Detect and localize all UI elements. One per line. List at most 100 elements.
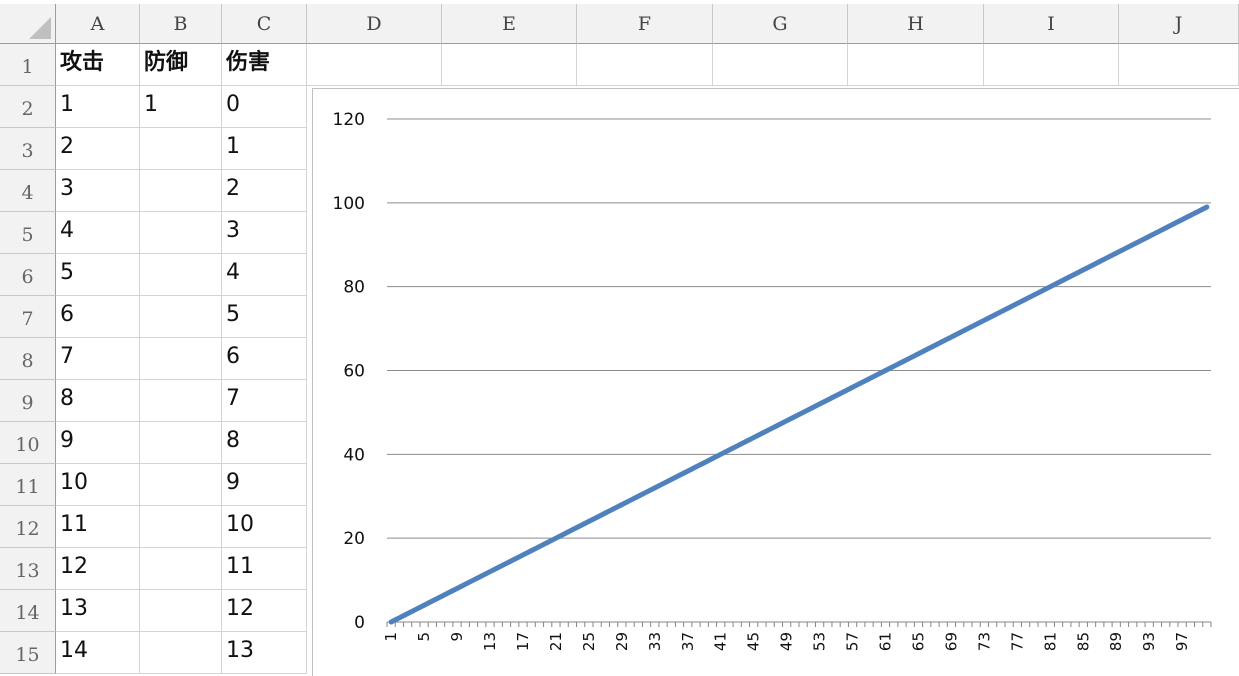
cell-B5[interactable] [140, 212, 222, 254]
cell-C9[interactable]: 7 [222, 380, 307, 422]
column-header-I[interactable]: I [984, 4, 1119, 44]
cell-A1[interactable]: 攻击 [56, 44, 140, 86]
cell-B1[interactable]: 防御 [140, 44, 222, 86]
column-header-C[interactable]: C [222, 4, 307, 44]
cell-C10[interactable]: 8 [222, 422, 307, 464]
cell-A5[interactable]: 4 [56, 212, 140, 254]
cell-A6[interactable]: 5 [56, 254, 140, 296]
cell-value: 13 [60, 596, 88, 621]
cell-C5[interactable]: 3 [222, 212, 307, 254]
cell-B7[interactable] [140, 296, 222, 338]
cell-C3[interactable]: 1 [222, 128, 307, 170]
cell-value: 12 [226, 596, 254, 621]
x-tick-label: 81 [1041, 632, 1059, 651]
x-tick-label: 85 [1074, 632, 1092, 651]
cell-B9[interactable] [140, 380, 222, 422]
cell-value: 6 [60, 302, 74, 327]
cell-C14[interactable]: 12 [222, 590, 307, 632]
cell-E1[interactable] [442, 44, 577, 86]
y-tick-label: 80 [343, 278, 365, 298]
cell-value: 1 [60, 92, 74, 117]
row-header-12[interactable]: 12 [0, 506, 56, 548]
chart-canvas: 0 20 40 60 80 100 120 1 5 9 13 17 21 25 29 33 37 41 45 49 53… [333, 110, 1212, 651]
row-header-6[interactable]: 6 [0, 254, 56, 296]
row-header-11[interactable]: 11 [0, 464, 56, 506]
cell-B14[interactable] [140, 590, 222, 632]
column-header-A[interactable]: A [56, 4, 140, 44]
row-header-8[interactable]: 8 [0, 338, 56, 380]
cell-value: 0 [226, 92, 240, 117]
cell-A7[interactable]: 6 [56, 296, 140, 338]
column-header-E[interactable]: E [442, 4, 577, 44]
cell-value: 11 [60, 512, 88, 537]
cell-C4[interactable]: 2 [222, 170, 307, 212]
cell-D1[interactable] [307, 44, 442, 86]
cell-C12[interactable]: 10 [222, 506, 307, 548]
row-header-13[interactable]: 13 [0, 548, 56, 590]
cell-value: 3 [226, 218, 240, 243]
cell-C13[interactable]: 11 [222, 548, 307, 590]
cell-C15[interactable]: 13 [222, 632, 307, 674]
cell-B11[interactable] [140, 464, 222, 506]
cell-value: 2 [226, 176, 240, 201]
cell-B13[interactable] [140, 548, 222, 590]
cell-A15[interactable]: 14 [56, 632, 140, 674]
cell-A2[interactable]: 1 [56, 86, 140, 128]
cell-A12[interactable]: 11 [56, 506, 140, 548]
cell-H1[interactable] [848, 44, 984, 86]
cell-A9[interactable]: 8 [56, 380, 140, 422]
cell-I1[interactable] [984, 44, 1119, 86]
column-header-B[interactable]: B [140, 4, 222, 44]
row-header-14[interactable]: 14 [0, 590, 56, 632]
cell-A3[interactable]: 2 [56, 128, 140, 170]
series-line[interactable] [388, 204, 1210, 625]
y-tick-label: 40 [343, 445, 365, 465]
cell-C7[interactable]: 5 [222, 296, 307, 338]
cell-value: 9 [60, 428, 74, 453]
cell-J1[interactable] [1119, 44, 1239, 86]
cell-B12[interactable] [140, 506, 222, 548]
x-tick-label: 29 [613, 632, 631, 651]
column-header-H[interactable]: H [848, 4, 984, 44]
cell-C11[interactable]: 9 [222, 464, 307, 506]
row-header-3[interactable]: 3 [0, 128, 56, 170]
column-header-D[interactable]: D [307, 4, 442, 44]
cell-B10[interactable] [140, 422, 222, 464]
row-header-10[interactable]: 10 [0, 422, 56, 464]
row-header-2[interactable]: 2 [0, 86, 56, 128]
cell-A10[interactable]: 9 [56, 422, 140, 464]
cell-A4[interactable]: 3 [56, 170, 140, 212]
row-header-7[interactable]: 7 [0, 296, 56, 338]
row-header-9[interactable]: 9 [0, 380, 56, 422]
cell-B15[interactable] [140, 632, 222, 674]
cell-C8[interactable]: 6 [222, 338, 307, 380]
cell-C6[interactable]: 4 [222, 254, 307, 296]
column-header-J[interactable]: J [1119, 4, 1239, 44]
column-header-G[interactable]: G [713, 4, 848, 44]
cell-A14[interactable]: 13 [56, 590, 140, 632]
x-tick-label: 1 [382, 632, 400, 642]
row-header-5[interactable]: 5 [0, 212, 56, 254]
x-tick-label: 13 [481, 632, 499, 651]
row-header-15[interactable]: 15 [0, 632, 56, 674]
cell-B4[interactable] [140, 170, 222, 212]
cell-A11[interactable]: 10 [56, 464, 140, 506]
cell-A8[interactable]: 7 [56, 338, 140, 380]
cell-C1[interactable]: 伤害 [222, 44, 307, 86]
row-header-1[interactable]: 1 [0, 44, 56, 86]
row-header-4[interactable]: 4 [0, 170, 56, 212]
cell-A13[interactable]: 12 [56, 548, 140, 590]
cell-C2[interactable]: 0 [222, 86, 307, 128]
y-tick-label: 100 [333, 194, 365, 214]
line-chart[interactable]: 0 20 40 60 80 100 120 1 5 9 13 17 21 25 29 33 37 41 45 49 53… [312, 88, 1239, 676]
select-all-corner[interactable] [0, 4, 56, 44]
x-tick-label: 93 [1140, 632, 1158, 651]
cell-G1[interactable] [713, 44, 848, 86]
cell-B3[interactable] [140, 128, 222, 170]
cell-B8[interactable] [140, 338, 222, 380]
cell-B6[interactable] [140, 254, 222, 296]
column-header-F[interactable]: F [577, 4, 713, 44]
cell-F1[interactable] [577, 44, 713, 86]
cell-B2[interactable]: 1 [140, 86, 222, 128]
